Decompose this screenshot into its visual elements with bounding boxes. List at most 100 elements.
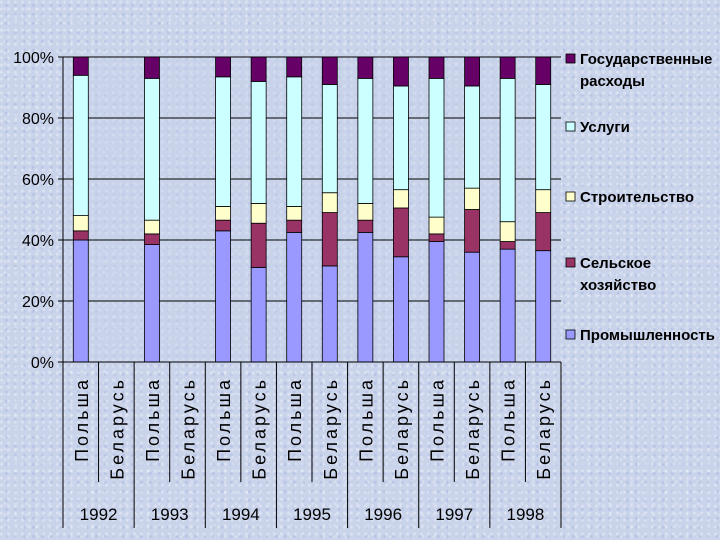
x-category-label: Польша [428,377,448,462]
bar-segment [428,241,445,363]
bar-segment [144,77,160,221]
bar-segment [357,231,374,363]
x-year-label: 1994 [222,505,260,524]
legend-label: Государственные [580,51,712,68]
bar-segment [428,216,445,235]
legend-swatch [565,329,576,340]
bar-segment [393,256,409,363]
bar-segment [286,231,303,363]
legend: Государственные расходы Услуги Строительств… [565,51,715,344]
y-tick-label: 40% [22,233,54,250]
y-axis: 0% 20% 40% 60% 80% 100% [13,50,64,372]
x-axis: Польша Беларусь Польша Беларусь Польша Белару… [62,361,562,528]
bar-segment [286,219,303,233]
bar-segment [215,230,231,363]
x-year-label: 1992 [80,505,118,524]
legend-swatch [565,257,576,268]
y-tick-label: 20% [22,294,54,311]
bar-segment [428,56,445,79]
bar-segment [144,56,160,79]
bar-segment [357,77,374,204]
bar-segment [535,250,552,363]
x-category-label: Беларусь [321,377,341,480]
bar-segment [250,56,267,82]
bar-segment [393,207,409,258]
bar-segment [321,212,338,267]
legend-label: Промышленность [580,327,715,344]
bar-segment [144,244,160,363]
bar-segment [144,233,160,245]
bar-segment [499,241,516,250]
bar-segment [321,56,338,85]
bar-segment [499,221,516,242]
bar-segment [499,248,516,363]
bar-segment [535,212,552,252]
bar-segment [499,77,516,223]
bar-segment [72,239,89,363]
bar-segment [464,187,480,210]
bar-segment [535,189,552,213]
bar-segment [321,192,338,213]
bar-segment [144,219,160,235]
x-category-label: Беларусь [392,377,412,480]
bar-segment [72,230,89,241]
x-category-label: Польша [143,377,163,462]
x-year-label: 1993 [151,505,189,524]
x-category-label: Беларусь [107,377,127,480]
bar-segment [357,202,374,221]
legend-swatch [565,121,576,132]
x-year-label: 1995 [293,505,331,524]
x-category-label: Беларусь [463,377,483,480]
bar-segment [286,56,303,78]
legend-swatch [565,53,576,64]
bar-segment [535,84,552,191]
x-category-label: Беларусь [179,377,199,480]
legend-label: Строительство [580,189,694,206]
bar-segment [215,206,231,221]
bar-segment [535,56,552,85]
bar-segment [250,267,267,363]
x-category-label: Польша [499,377,519,462]
bar-segment [250,222,267,268]
bars [72,56,552,363]
legend-label: Услуги [580,119,630,136]
x-category-label: Польша [214,377,234,462]
bar-segment [72,56,89,76]
bar-segment [215,219,231,232]
bar-segment [464,56,480,87]
bar-segment [321,84,338,194]
bar-segment [72,74,89,217]
x-category-label: Польша [285,377,305,462]
bar-segment [393,56,409,87]
x-year-label: 1997 [435,505,473,524]
y-tick-label: 0% [31,355,54,372]
bar-segment [321,265,338,363]
bar-segment [464,251,480,363]
y-tick-label: 100% [13,50,54,67]
bar-segment [464,85,480,189]
x-category-label: Польша [356,377,376,462]
legend-swatch [565,191,576,202]
bar-segment [393,189,409,209]
bar-segment [357,219,374,233]
bar-segment [215,56,231,78]
legend-label: хозяйство [580,277,656,294]
x-year-label: 1996 [364,505,402,524]
bar-segment [499,56,516,79]
bar-segment [286,206,303,221]
x-category-label: Беларусь [534,377,554,480]
y-tick-label: 80% [22,111,54,128]
bar-segment [215,76,231,207]
x-year-label: 1998 [507,505,545,524]
legend-label: расходы [580,73,645,90]
bar-segment [357,56,374,79]
bar-segment [250,81,267,204]
x-category-label: Польша [72,377,92,462]
bar-segment [428,233,445,242]
bar-segment [286,76,303,207]
plot-background [63,57,561,362]
bar-segment [464,209,480,253]
y-tick-label: 60% [22,172,54,189]
x-category-label: Беларусь [250,377,270,480]
